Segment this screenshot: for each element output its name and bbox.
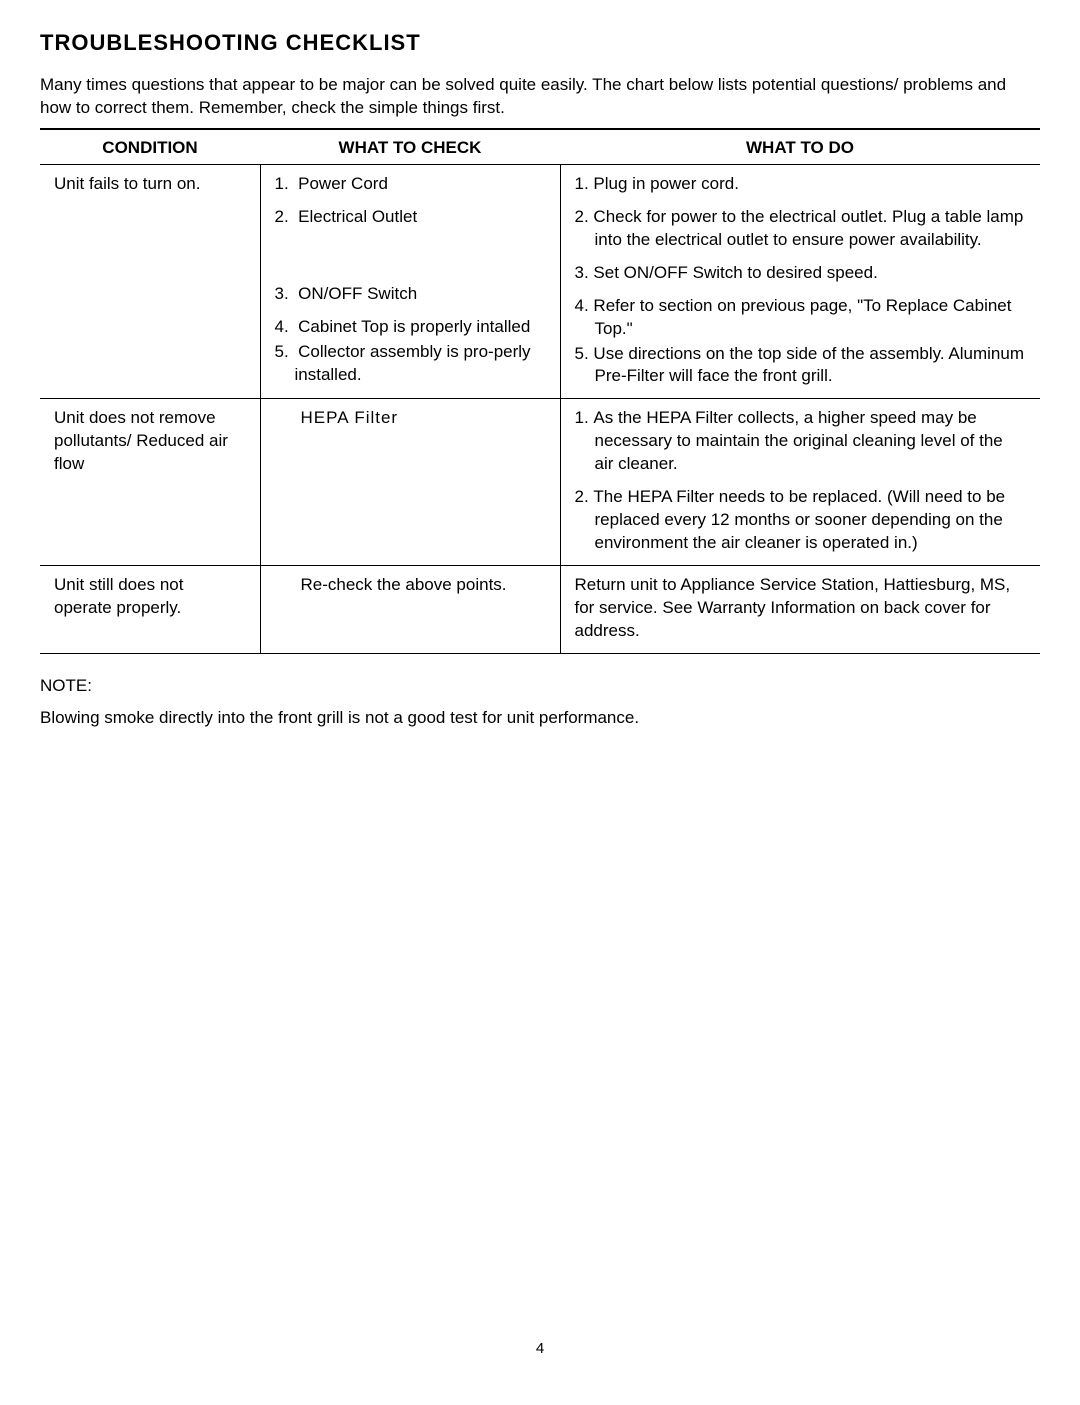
check-item: Re-check the above points. [301,574,546,597]
table-row: Unit fails to turn on. 1. Power Cord 2. … [40,164,1040,399]
do-item: 2. The HEPA Filter needs to be replaced.… [575,486,1027,555]
condition-cell: Unit fails to turn on. [40,164,260,399]
table-row: Unit still does not operate properly. Re… [40,566,1040,654]
do-item: 5. Use directions on the top side of the… [575,343,1027,389]
table-header-row: CONDITION WHAT TO CHECK WHAT TO DO [40,129,1040,165]
do-cell: Return unit to Appliance Service Station… [560,566,1040,654]
note-text: Blowing smoke directly into the front gr… [40,708,1040,728]
col-header-check: WHAT TO CHECK [260,129,560,165]
page-title: TROUBLESHOOTING CHECKLIST [40,30,1040,56]
condition-cell: Unit does not remove pollutants/ Reduced… [40,399,260,566]
do-item: 1. Plug in power cord. [575,173,1027,196]
page-number: 4 [40,1340,1040,1357]
check-cell: 1. Power Cord 2. Electrical Outlet 3. ON… [260,164,560,399]
check-cell: HEPA Filter [260,399,560,566]
troubleshooting-table: CONDITION WHAT TO CHECK WHAT TO DO Unit … [40,128,1040,654]
col-header-condition: CONDITION [40,129,260,165]
table-row: Unit does not remove pollutants/ Reduced… [40,399,1040,566]
do-item: 2. Check for power to the electrical out… [575,206,1027,252]
intro-text: Many times questions that appear to be m… [40,74,1040,120]
do-cell: 1. Plug in power cord. 2. Check for powe… [560,164,1040,399]
check-item: 5. Collector assembly is pro-perly insta… [275,341,546,387]
condition-cell: Unit still does not operate properly. [40,566,260,654]
do-cell: 1. As the HEPA Filter collects, a higher… [560,399,1040,566]
col-header-do: WHAT TO DO [560,129,1040,165]
do-item: Return unit to Appliance Service Station… [575,574,1027,643]
check-item: HEPA Filter [301,407,546,430]
do-item: 1. As the HEPA Filter collects, a higher… [575,407,1027,476]
do-item: 3. Set ON/OFF Switch to desired speed. [575,262,1027,285]
note-label: NOTE: [40,676,1040,696]
check-item: 3. ON/OFF Switch [275,283,546,306]
check-item: 4. Cabinet Top is properly intalled [275,316,546,339]
check-item: 2. Electrical Outlet [275,206,546,229]
check-cell: Re-check the above points. [260,566,560,654]
do-item: 4. Refer to section on previous page, "T… [575,295,1027,341]
check-item: 1. Power Cord [275,173,546,196]
